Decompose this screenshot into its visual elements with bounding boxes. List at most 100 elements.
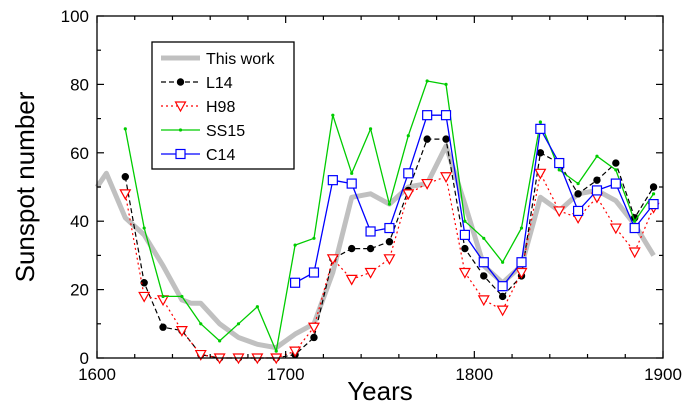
series-point-4-0 [290, 277, 301, 288]
series-point-4-10 [478, 257, 489, 268]
series-point-4-12 [516, 257, 527, 268]
series-point-3-25 [595, 154, 599, 158]
series-point-2-18 [458, 267, 471, 279]
legend-label-3: SS15 [206, 123, 245, 140]
legend-marker-4 [175, 148, 186, 160]
series-point-1-28 [649, 183, 658, 191]
series-point-2-9 [289, 346, 302, 358]
series-point-4-19 [648, 199, 659, 210]
legend: This work L14 H98 SS15 C14 [151, 41, 295, 170]
series-point-1-26 [612, 159, 620, 167]
x-tick-label-1: 1700 [267, 365, 305, 384]
series-point-4-16 [591, 185, 603, 196]
series-point-1-14 [385, 238, 394, 246]
series-point-4-13 [535, 123, 546, 134]
series-point-2-4 [194, 349, 207, 361]
x-axis-title: Years [347, 376, 413, 406]
series-point-1-16 [423, 135, 431, 143]
series-point-2-13 [364, 267, 377, 279]
series-point-1-25 [593, 176, 601, 184]
series-point-3-28 [651, 192, 656, 196]
series-point-1-24 [574, 190, 582, 198]
series-point-4-18 [629, 222, 640, 234]
series-point-3-17 [444, 82, 448, 86]
series-point-1-17 [442, 135, 450, 143]
series-point-1-12 [348, 244, 356, 253]
series-point-1-19 [480, 272, 488, 280]
legend-label-1: L14 [206, 75, 233, 92]
series-point-3-8 [274, 349, 278, 353]
axes-ticks [96, 15, 664, 359]
plot-series [94, 79, 660, 365]
series-point-4-5 [384, 222, 395, 234]
series-point-4-11 [497, 281, 508, 292]
series-point-3-20 [501, 260, 505, 264]
legend-marker-3 [178, 128, 183, 132]
series-point-3-22 [538, 120, 542, 124]
series-point-2-17 [440, 172, 453, 183]
series-point-3-11 [331, 113, 335, 117]
series-point-3-0 [123, 127, 127, 131]
series-point-2-15 [402, 189, 415, 201]
series-point-3-1 [142, 226, 146, 230]
series-point-4-8 [440, 110, 452, 121]
series-point-1-18 [461, 244, 469, 253]
series-point-1-22 [536, 149, 545, 157]
series-point-3-27 [633, 219, 637, 223]
y-tick-label-4: 80 [70, 75, 89, 94]
series-point-3-19 [482, 236, 486, 240]
series-point-2-20 [496, 305, 509, 317]
legend-label-0: This work [206, 51, 275, 68]
series-point-3-9 [293, 243, 297, 247]
y-tick-label-5: 100 [61, 7, 89, 26]
x-tick-label-0: 1600 [78, 365, 116, 384]
legend-box [151, 41, 295, 170]
y-tick-label-1: 20 [70, 281, 89, 300]
series-point-2-19 [477, 295, 490, 307]
series-point-3-16 [425, 79, 429, 83]
series-point-3-26 [614, 168, 618, 172]
series-point-4-15 [572, 205, 584, 217]
series-point-2-10 [307, 322, 320, 334]
series-point-2-26 [609, 223, 622, 235]
series-point-1-2 [159, 323, 167, 331]
series-point-3-4 [199, 322, 203, 326]
series-point-2-21 [515, 267, 528, 279]
series-point-3-23 [557, 168, 561, 172]
y-tick-label-3: 60 [70, 144, 89, 163]
legend-marker-2 [174, 101, 187, 113]
series-point-4-17 [610, 178, 621, 189]
series-point-4-2 [327, 175, 338, 186]
series-line-1 [124, 138, 655, 359]
y-tick-label-2: 40 [70, 212, 89, 231]
series-point-3-18 [463, 219, 467, 223]
x-tick-label-3: 1900 [644, 365, 682, 384]
series-point-1-20 [498, 292, 507, 301]
series-point-4-9 [459, 229, 470, 240]
series-point-4-3 [346, 178, 357, 189]
series-point-2-14 [383, 254, 396, 266]
series-point-3-5 [218, 339, 222, 343]
series-point-3-13 [368, 127, 373, 131]
series-point-2-23 [553, 206, 566, 218]
series-point-2-12 [345, 274, 358, 286]
series-point-4-4 [365, 226, 376, 237]
series-point-2-1 [138, 291, 151, 303]
series-point-2-16 [421, 178, 434, 190]
series-point-4-1 [308, 267, 320, 278]
series-point-3-2 [161, 294, 165, 299]
series-point-4-6 [403, 168, 414, 179]
series-point-3-15 [406, 134, 410, 138]
series-point-1-0 [121, 173, 130, 181]
series-point-3-24 [576, 181, 580, 186]
series-point-4-14 [554, 157, 565, 169]
series-point-4-7 [422, 110, 433, 121]
series-point-2-22 [534, 168, 547, 180]
legend-label-2: H98 [206, 99, 235, 116]
series-point-3-12 [350, 171, 354, 175]
series-point-3-10 [312, 236, 316, 240]
series-point-3-7 [255, 305, 259, 309]
series-point-3-3 [180, 294, 184, 299]
tick-labels: 1600 1700 1800 1900 0 20 40 60 80 100 [61, 7, 682, 384]
